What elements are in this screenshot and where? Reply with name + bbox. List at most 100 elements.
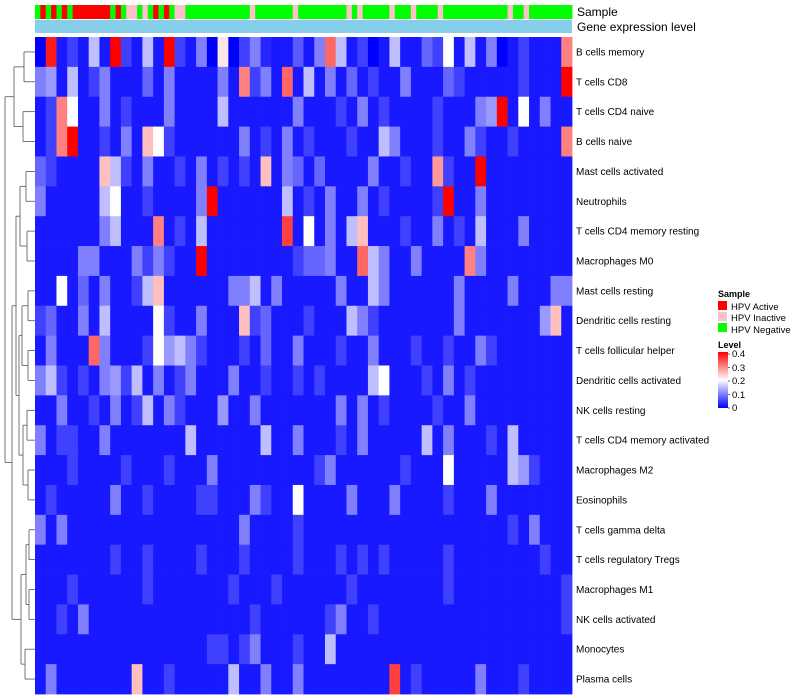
heatmap-cell bbox=[464, 634, 476, 665]
heatmap-cell bbox=[432, 335, 444, 366]
heatmap-cell bbox=[67, 634, 79, 665]
heatmap-cell bbox=[35, 634, 47, 665]
heatmap-cell bbox=[303, 305, 315, 337]
heatmap-cell bbox=[303, 96, 315, 127]
heatmap-cell bbox=[453, 216, 465, 247]
heatmap-cell bbox=[217, 425, 229, 456]
heatmap-cell bbox=[346, 455, 358, 486]
heatmap-cell bbox=[88, 335, 100, 366]
heatmap-cell bbox=[400, 484, 412, 516]
heatmap-cell bbox=[110, 455, 122, 486]
heatmap-cell bbox=[443, 96, 455, 127]
heatmap-cell bbox=[77, 395, 90, 426]
heatmap-cell bbox=[518, 126, 530, 157]
heatmap-cell bbox=[550, 126, 562, 157]
heatmap-cell bbox=[314, 484, 326, 516]
heatmap-cell bbox=[174, 37, 186, 68]
heatmap-cell bbox=[260, 634, 272, 665]
heatmap-cell bbox=[67, 484, 79, 516]
heatmap-cell bbox=[206, 305, 218, 337]
heatmap-cell bbox=[400, 365, 412, 396]
heatmap-cell bbox=[260, 365, 272, 396]
heatmap-cell bbox=[400, 574, 412, 605]
heatmap-cell bbox=[518, 455, 530, 486]
heatmap-cell bbox=[507, 37, 519, 68]
heatmap-cell bbox=[163, 514, 176, 546]
heatmap-cell bbox=[228, 335, 240, 366]
heatmap-cell bbox=[357, 335, 369, 366]
heatmap-cell bbox=[346, 186, 358, 217]
heatmap-cell bbox=[539, 544, 551, 575]
heatmap-cell bbox=[464, 96, 476, 127]
heatmap-cell bbox=[324, 365, 337, 396]
heatmap-cell bbox=[314, 664, 326, 695]
heatmap-cell bbox=[77, 544, 90, 575]
heatmap-cell bbox=[443, 425, 455, 456]
heatmap-cell bbox=[357, 305, 369, 337]
heatmap-cell bbox=[174, 425, 186, 456]
heatmap-cell bbox=[282, 156, 294, 187]
heatmap-cell bbox=[539, 514, 551, 546]
sample-annotation-cell bbox=[443, 5, 449, 19]
sample-annotation-cell bbox=[405, 5, 412, 19]
heatmap-cell bbox=[464, 126, 476, 157]
heatmap-cell bbox=[507, 126, 519, 157]
sample-annotation-cell bbox=[555, 5, 562, 19]
heatmap-cell bbox=[529, 246, 541, 277]
heatmap-cell bbox=[260, 96, 272, 127]
sample-annotation-cell bbox=[61, 5, 68, 19]
heatmap-cell bbox=[271, 455, 283, 486]
heatmap-cell bbox=[239, 335, 251, 366]
heatmap-cell bbox=[163, 484, 176, 516]
heatmap-cell bbox=[292, 455, 304, 486]
heatmap-cell bbox=[496, 305, 508, 337]
heatmap-cell bbox=[432, 305, 444, 337]
heatmap-cell bbox=[142, 455, 154, 486]
heatmap-cell bbox=[249, 186, 261, 217]
heatmap-cell bbox=[464, 425, 476, 456]
heatmap-cell bbox=[239, 156, 251, 187]
heatmap-cell bbox=[142, 126, 154, 157]
heatmap-cell bbox=[206, 365, 218, 396]
heatmap-cell bbox=[174, 66, 186, 98]
heatmap-cell bbox=[45, 66, 57, 98]
heatmap-cell bbox=[67, 335, 79, 366]
heatmap-cell bbox=[88, 275, 100, 307]
heatmap-cell bbox=[142, 37, 154, 68]
heatmap-cell bbox=[367, 514, 380, 546]
heatmap-cell bbox=[529, 216, 541, 247]
heatmap-cell bbox=[35, 395, 47, 426]
heatmap-cell bbox=[45, 335, 57, 366]
heatmap-cell bbox=[432, 126, 444, 157]
heatmap-cell bbox=[282, 664, 294, 695]
sample-annotation-cell bbox=[104, 5, 111, 19]
heatmap-cell bbox=[539, 96, 551, 127]
heatmap-cell bbox=[357, 186, 369, 217]
heatmap-cell bbox=[110, 66, 122, 98]
heatmap-cell bbox=[303, 514, 315, 546]
heatmap-cell bbox=[260, 126, 272, 157]
heatmap-cell bbox=[550, 66, 562, 98]
heatmap-cell bbox=[110, 275, 122, 307]
heatmap-cell bbox=[196, 544, 208, 575]
heatmap-cell bbox=[271, 544, 283, 575]
heatmap-cell bbox=[443, 216, 455, 247]
heatmap-cell bbox=[196, 604, 208, 635]
sample-annotation-cell bbox=[158, 5, 165, 19]
heatmap-cell bbox=[389, 37, 401, 68]
heatmap-cell bbox=[464, 37, 476, 68]
heatmap-cell bbox=[432, 365, 444, 396]
heatmap-cell bbox=[131, 186, 143, 217]
heatmap-cell bbox=[453, 425, 465, 456]
sample-annotation-cell bbox=[416, 5, 423, 19]
heatmap-cell bbox=[303, 484, 315, 516]
heatmap-cell bbox=[120, 216, 133, 247]
heatmap-cell bbox=[496, 634, 508, 665]
heatmap-cell bbox=[324, 514, 337, 546]
heatmap-cell bbox=[77, 604, 90, 635]
heatmap-cell bbox=[432, 186, 444, 217]
heatmap-cell bbox=[239, 66, 251, 98]
heatmap-cell bbox=[324, 484, 337, 516]
heatmap-cell bbox=[507, 395, 519, 426]
heatmap-cell bbox=[314, 634, 326, 665]
